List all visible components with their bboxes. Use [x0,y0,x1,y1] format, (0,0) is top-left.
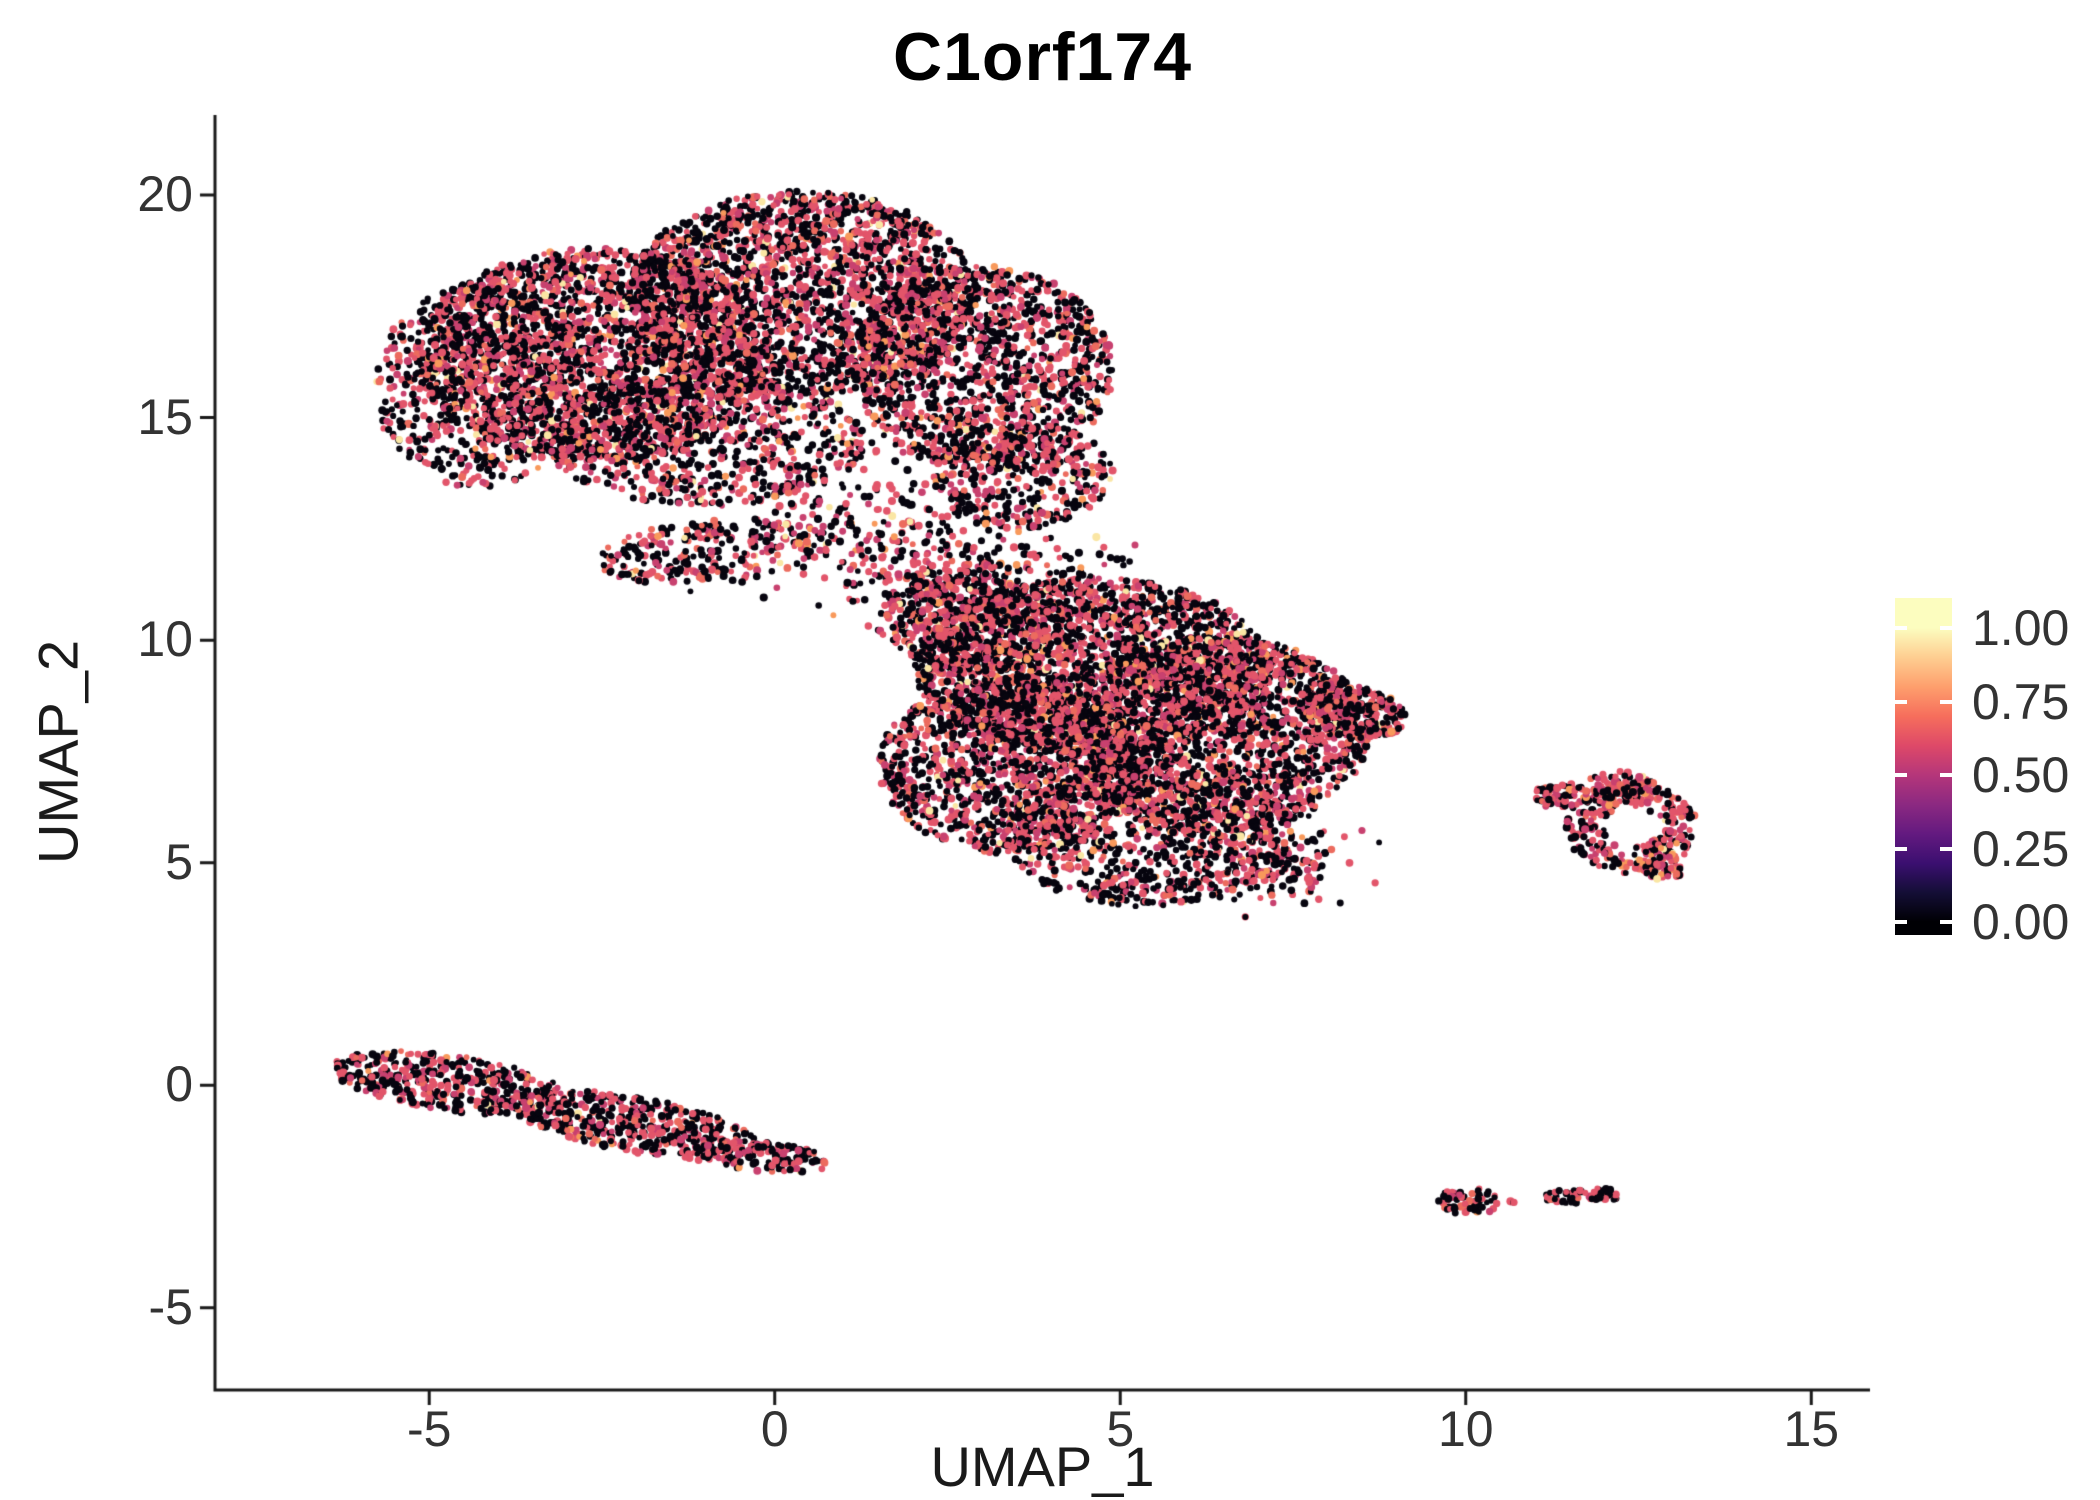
expression-colorbar [1895,598,1952,935]
colorbar-tick-mark [1940,699,1952,704]
colorbar-tick-mark [1940,920,1952,924]
colorbar-tick-label: 1.00 [1972,600,2070,656]
y-tick-label: 20 [137,165,193,222]
y-tick-label: 5 [165,833,193,890]
y-tick-label: 10 [137,610,193,667]
colorbar-tick-mark [1895,626,1907,630]
y-tick-label: 0 [165,1055,193,1112]
x-tick-label: 10 [1437,1401,1494,1457]
colorbar-tick-mark [1940,626,1952,630]
colorbar-tick-mark [1895,920,1907,924]
plot-title: C1orf174 [892,19,1193,95]
y-axis-title: UMAP_2 [26,639,90,865]
y-tick-label: -5 [148,1278,193,1335]
x-tick-label: 0 [760,1401,789,1457]
colorbar-tick-label: 0.50 [1972,747,2070,803]
colorbar-tick-mark [1895,773,1907,777]
colorbar-tick-mark [1940,773,1952,777]
colorbar-tick-label: 0.75 [1972,673,2070,730]
y-tick-label: 15 [137,388,193,445]
x-tick-label: 15 [1783,1401,1840,1457]
x-tick-label: 5 [1106,1401,1135,1457]
colorbar-tick-mark [1895,846,1907,851]
colorbar-tick-mark [1940,846,1952,851]
colorbar-tick-label: 0.00 [1972,894,2070,950]
x-tick-label: -5 [406,1401,452,1457]
colorbar-tick-mark [1895,699,1907,704]
x-axis-title: UMAP_1 [930,1435,1155,1498]
colorbar-tick-label: 0.25 [1972,820,2070,877]
